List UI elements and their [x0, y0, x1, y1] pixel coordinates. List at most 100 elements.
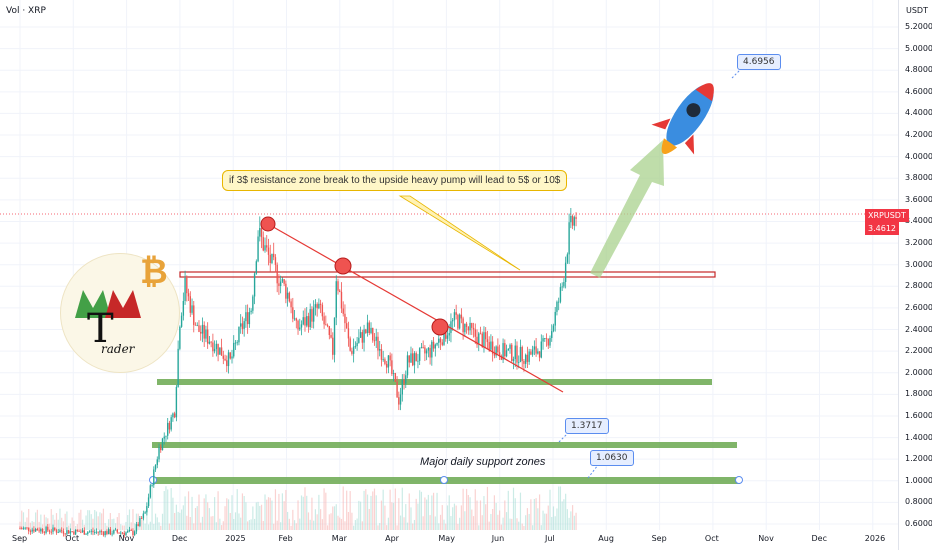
projection-arrow[interactable] [590, 140, 664, 278]
candle [40, 528, 42, 532]
candle [273, 253, 275, 258]
volume-bar [372, 491, 374, 530]
y-tick-label: 5.2000 [905, 22, 932, 31]
candle [512, 359, 515, 361]
candle [368, 322, 370, 333]
candle [571, 216, 574, 226]
candle [526, 354, 529, 362]
volume-bar [426, 499, 428, 530]
candle [518, 362, 520, 363]
candle [566, 254, 569, 263]
volume-bar [507, 490, 509, 530]
volume-bar [403, 517, 405, 530]
volume-bar [179, 512, 181, 530]
candle [361, 332, 364, 343]
volume-bar [274, 489, 277, 530]
volume-bar [257, 501, 259, 530]
volume-bar [101, 513, 103, 530]
candle [274, 257, 277, 265]
volume-bar [452, 507, 454, 530]
candle [363, 329, 365, 343]
candle [213, 348, 216, 352]
level-label-2[interactable]: 1.0630 [590, 450, 634, 466]
volume-bar [389, 489, 391, 530]
volume-bar [28, 509, 30, 530]
brand-logo: ₿ T rader [60, 252, 180, 373]
volume-bar [135, 513, 138, 530]
volume-bar [245, 502, 247, 530]
candle [457, 314, 459, 329]
volume-bar [45, 517, 47, 530]
axis-unit: USDT [906, 6, 928, 15]
candle [170, 417, 172, 430]
volume-bar [344, 521, 346, 530]
zone-handle[interactable] [149, 476, 157, 484]
y-tick-label: 3.4000 [905, 216, 932, 226]
candle [349, 338, 351, 351]
volume-bar [422, 516, 424, 530]
volume-bar [453, 503, 456, 530]
candle [319, 303, 322, 305]
volume-bar [55, 513, 58, 530]
candle [59, 530, 61, 533]
candle [78, 530, 80, 532]
volume-bar [290, 525, 292, 530]
target-label[interactable]: 4.6956 [737, 54, 781, 70]
x-tick-label: Jun [491, 534, 505, 543]
volume-bar [518, 521, 520, 530]
y-tick-label: 3.0000 [905, 259, 932, 269]
candle [474, 329, 476, 337]
candle [478, 333, 480, 345]
y-tick-label: 2.0000 [905, 367, 932, 377]
candle [132, 530, 134, 536]
volume-bar [351, 512, 353, 530]
volume-bar [500, 524, 502, 530]
zone-handle[interactable] [735, 476, 743, 484]
volume-bar [547, 505, 549, 530]
volume-bar [241, 493, 244, 530]
volume-bar [238, 513, 240, 530]
descending-trendline[interactable] [267, 223, 564, 393]
volume-bar [417, 503, 419, 530]
volume-bar [313, 520, 315, 530]
candle [309, 309, 311, 328]
level-label-1[interactable]: 1.3717 [565, 418, 609, 434]
candle [505, 350, 508, 357]
resistance-callout[interactable]: if 3$ resistance zone break to the upsid… [222, 170, 568, 191]
volume-bar [186, 515, 188, 530]
volume-bar [288, 518, 290, 530]
candle [488, 342, 490, 350]
volume-bar [573, 515, 575, 530]
candle [203, 324, 205, 339]
volume-bar [342, 486, 344, 530]
volume-bar [147, 524, 150, 530]
candle [262, 237, 264, 251]
logo-b: ₿ [140, 252, 168, 292]
candle [97, 531, 99, 533]
zone-handle[interactable] [440, 476, 448, 484]
volume-bar [191, 496, 193, 530]
volume-bar [472, 516, 475, 530]
candle [415, 353, 417, 362]
support-zones-text: Major daily support zones [420, 456, 546, 468]
candle [318, 303, 320, 309]
candle [504, 343, 506, 357]
volume-bar [264, 494, 266, 530]
candle [370, 327, 372, 333]
volume-bar [118, 513, 120, 530]
price-axis[interactable] [898, 0, 932, 550]
candle [245, 312, 247, 322]
candle [252, 296, 254, 311]
candle [201, 324, 204, 334]
candle [481, 333, 483, 347]
candle [314, 304, 317, 308]
volume-bar [398, 498, 400, 530]
volume-bar [234, 512, 237, 530]
candle [118, 532, 120, 534]
candle [431, 341, 433, 358]
logo-text: rader [101, 342, 135, 356]
candle [490, 341, 492, 350]
volume-bar [488, 521, 490, 530]
candle [502, 343, 504, 360]
candle [557, 301, 560, 303]
